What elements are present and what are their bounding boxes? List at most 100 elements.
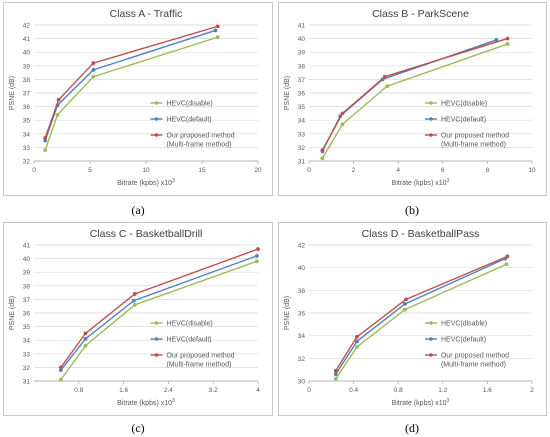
y-tick-label: 39	[298, 50, 306, 57]
legend-label-proposed: Our proposed method	[441, 133, 509, 140]
chart-title: Class D - BasketballPass	[362, 228, 480, 240]
y-tick-label: 33	[23, 145, 31, 152]
legend-marker-disable	[154, 321, 159, 325]
legend-marker-proposed	[154, 133, 159, 137]
y-tick-label: 32	[23, 159, 31, 166]
x-tick-label: 0.4	[349, 387, 358, 394]
chart-panel-a: Class A - Traffic 32 33 34 35 36 37 38 39 40 41 42 0…	[3, 2, 273, 196]
y-tick-label: 36	[298, 91, 306, 98]
legend-label-proposed: (Multi-frame method)	[441, 362, 506, 369]
chart-svg-b: Class B - ParkScene313233343536373839404…	[284, 8, 536, 187]
data-point-disable	[402, 307, 407, 312]
data-point-disable	[43, 148, 48, 153]
data-point-disable	[505, 42, 510, 46]
legend-marker-default	[154, 337, 159, 341]
chart-svg-c: Class C - BasketballDrill 31 32 33 34 35 36 37 3…	[9, 228, 260, 407]
y-axis-label: PSNE (dB)	[9, 296, 16, 330]
x-tick-label: 0	[32, 167, 36, 174]
y-axis-label: PSNE (dB)	[284, 296, 291, 330]
legend-marker-proposed	[429, 133, 433, 137]
y-tick-label: 32	[298, 145, 306, 152]
chart-sublabel-c: (c)	[131, 421, 145, 435]
data-point-proposed	[58, 365, 63, 370]
series-line-proposed	[321, 37, 508, 151]
legend-label-default: HEVC(default)	[166, 117, 211, 124]
data-point-proposed	[43, 135, 48, 140]
series-line-default	[335, 257, 506, 375]
data-point-disable	[504, 262, 509, 267]
legend-label-default: HEVC(default)	[166, 337, 211, 344]
x-tick-label: 6	[441, 167, 445, 174]
data-point-proposed	[340, 111, 345, 116]
legend-label-default: HEVC(default)	[441, 117, 486, 124]
y-tick-label: 40	[23, 50, 31, 57]
legend-label-disable: HEVC(disable)	[441, 321, 487, 328]
data-point-default	[494, 38, 499, 42]
data-point-disable	[83, 343, 88, 348]
legend-marker-default	[429, 117, 433, 121]
y-tick-label: 35	[298, 104, 306, 111]
x-tick-label: 1.6	[119, 387, 128, 394]
x-axis-label: Bitrate (kpbs) x103	[392, 398, 450, 407]
data-point-disable	[340, 122, 345, 127]
data-point-default	[254, 253, 259, 258]
series-line-disable	[44, 36, 218, 151]
y-tick-label: 36	[298, 311, 306, 318]
chart-title: Class B - ParkScene	[372, 8, 469, 20]
y-tick-label: 42	[23, 23, 31, 30]
y-tick-label: 42	[298, 243, 306, 250]
data-point-proposed	[382, 74, 387, 79]
legend-label-proposed: Our proposed method	[166, 133, 234, 140]
chart-sublabel-d: (d)	[405, 421, 419, 435]
y-tick-label: 33	[298, 131, 306, 138]
y-tick-label: 41	[23, 243, 31, 250]
y-tick-label: 34	[298, 118, 306, 125]
data-point-default	[83, 336, 88, 341]
x-tick-label: 2	[530, 387, 534, 394]
data-point-default	[58, 368, 63, 373]
chart-svg-a: Class A - Traffic 32 33 34 35 36 37 38 39 40 41 42 0…	[9, 8, 262, 187]
data-point-default	[213, 28, 218, 33]
y-tick-label: 37	[298, 77, 306, 84]
data-point-default	[131, 298, 136, 303]
y-tick-label: 32	[23, 365, 31, 372]
series-line-disable	[321, 43, 508, 159]
chart-sublabel-b: (b)	[405, 203, 419, 217]
data-point-disable	[58, 377, 63, 382]
legend-marker-default	[429, 337, 433, 341]
data-point-disable	[91, 74, 96, 79]
series-line-disable	[335, 263, 507, 380]
legend-marker-disable	[154, 101, 159, 105]
chart-title: Class C - BasketballDrill	[90, 228, 203, 240]
y-tick-label: 33	[23, 351, 31, 358]
y-tick-label: 38	[23, 283, 31, 290]
data-point-proposed	[333, 368, 338, 373]
series-line-proposed	[44, 25, 218, 139]
chart-panel-d: Class D - BasketballPass 30 32 34 36 38 40 42 0 0…	[278, 222, 547, 416]
data-point-proposed	[505, 254, 510, 259]
y-tick-label: 34	[298, 333, 306, 340]
y-axis-label: PSNE (dB)	[9, 76, 16, 110]
legend-marker-proposed	[154, 353, 159, 357]
y-tick-label: 36	[23, 104, 31, 111]
data-point-default	[402, 302, 407, 306]
x-tick-label: 2	[352, 167, 356, 174]
y-tick-label: 38	[298, 288, 306, 295]
y-tick-label: 34	[23, 338, 31, 345]
data-point-proposed	[256, 247, 260, 251]
legend-label-disable: HEVC(disable)	[441, 101, 487, 108]
x-axis-label: Bitrate (kpbs) x103	[392, 178, 450, 187]
y-tick-label: 39	[23, 63, 31, 70]
data-point-default	[91, 67, 96, 72]
y-tick-label: 36	[23, 311, 31, 318]
data-point-default	[355, 339, 359, 344]
legend-label-default: HEVC(default)	[441, 337, 486, 344]
x-tick-label: 0	[307, 387, 311, 394]
y-tick-label: 40	[23, 256, 31, 263]
legend-marker-proposed	[429, 353, 433, 357]
legend-marker-default	[154, 117, 159, 121]
series-line-default	[60, 255, 258, 371]
x-tick-label: 0.8	[74, 387, 83, 394]
y-tick-label: 30	[298, 379, 306, 386]
x-tick-label: 20	[254, 167, 262, 174]
